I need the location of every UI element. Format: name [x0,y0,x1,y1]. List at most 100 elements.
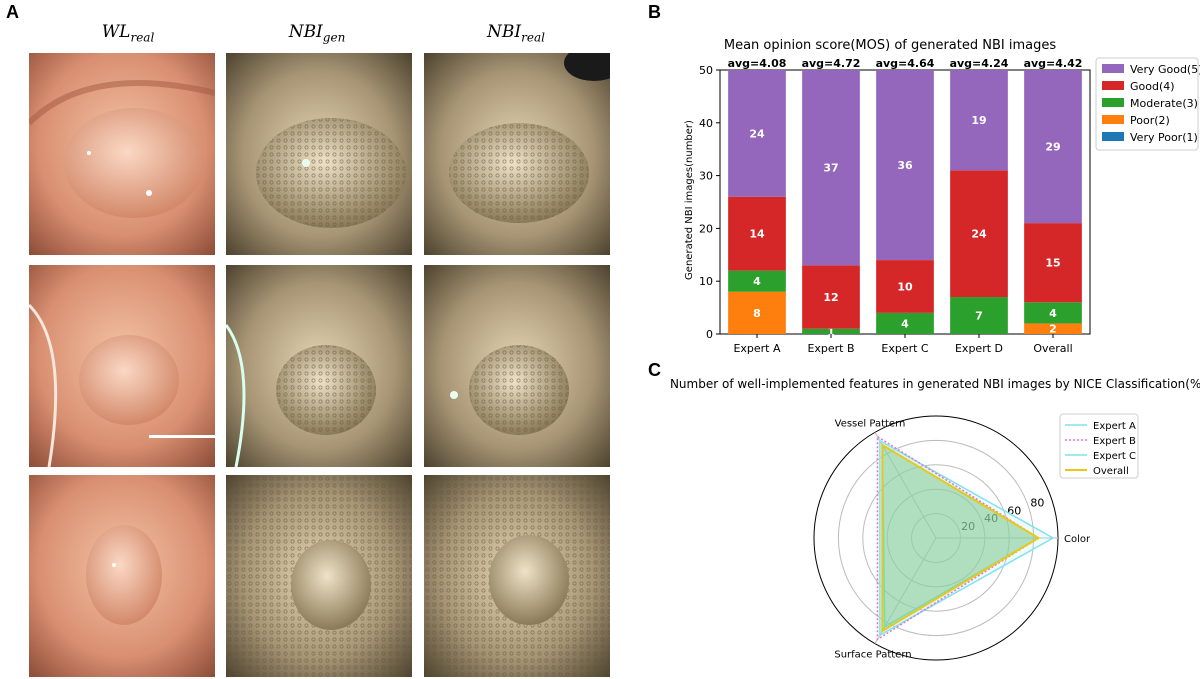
column-header-base: NBI [487,22,522,42]
bar-segment [802,328,860,334]
bar-segment [876,70,934,261]
bar-value-label: 4 [1049,307,1057,320]
mos-stacked-bar-chart: Mean opinion score(MOS) of generated NBI… [684,38,1200,355]
image-nbi-gen-1 [226,53,412,255]
x-tick-label: Expert D [955,342,1003,355]
bar-legend: Very Good(5) Good(4) Moderate(3) Poor(2) Ver… [1095,57,1200,151]
legend-label: Very Poor(1) [1130,131,1198,144]
bar-value-label: 15 [1045,257,1060,270]
bar-segment [1024,302,1082,324]
x-tick-label: Expert B [807,342,854,355]
bar-segment [1024,70,1082,224]
image-wl-real-3 [29,475,215,677]
radar-axis-label: Surface Pattern [834,650,911,661]
legend-label: Poor(2) [1130,114,1170,127]
radar-series-polygon [879,439,1055,637]
average-label: avg=4.24 [950,57,1009,70]
nice-radar-chart: Number of well-implemented features in g… [670,377,1200,661]
x-tick-label: Overall [1033,342,1072,355]
radar-tick-label: 80 [1030,496,1044,509]
bar-value-label: 4 [753,275,761,288]
bar-segment [950,170,1008,298]
bar-segment [876,312,934,334]
bar-segment [728,196,786,271]
bar-value-label: 36 [897,159,913,172]
image-nbi-gen-2 [226,265,412,467]
legend-label: Expert B [1093,436,1136,447]
panel-c-label: C [648,360,661,380]
legend-swatch [1102,132,1124,141]
radar-axis-label: Color [1064,534,1091,545]
bar-segment [802,265,860,329]
y-tick-label: 20 [699,222,713,235]
image-nbi-gen-3 [226,475,412,677]
legend-swatch [1102,64,1124,73]
bar-value-label: 10 [897,280,913,293]
bar-value-label: 2 [1049,323,1057,336]
legend-swatch [1102,115,1124,124]
legend-label: Very Good(5) [1130,63,1200,76]
bar-chart-title: Mean opinion score(MOS) of generated NBI… [724,38,1056,53]
radar-chart-title: Number of well-implemented features in g… [670,377,1200,391]
bar-segment [1024,223,1082,303]
bar-value-label: 24 [749,127,765,140]
bar-segment [728,270,786,292]
image-nbi-real-1 [424,53,610,255]
column-header-sub: gen [322,30,346,45]
y-tick-label: 10 [699,275,713,288]
bar-value-label: 14 [749,228,765,241]
column-header-base: WL [101,22,131,42]
panel-b-label: B [648,2,661,22]
image-nbi-real-3 [424,475,610,677]
bar-value-label: 19 [971,114,986,127]
average-label: avg=4.42 [1024,57,1083,70]
bar-segment [802,70,860,266]
average-label: avg=4.64 [876,57,935,70]
bar-value-label: 7 [975,310,983,323]
radar-tick-label: 20 [961,520,975,533]
y-tick-label: 30 [699,170,713,183]
y-tick-label: 40 [699,117,713,130]
bar-segment [1024,323,1082,334]
y-tick-label: 50 [699,64,713,77]
image-wl-real-2 [29,265,215,467]
bar-value-label: 12 [823,291,838,304]
image-wl-real-1 [29,53,215,255]
x-tick-label: Expert C [881,342,929,355]
radar-spoke [874,432,937,539]
column-header-wl-real: WLreal [33,22,223,44]
panel-a-label: A [6,2,19,22]
column-header-nbi-real: NBIreal [421,22,611,44]
column-header-sub: real [521,30,545,45]
radar-axis-label: Vessel Pattern [835,418,906,429]
radar-series-polygon [876,435,1040,641]
bar-value-label: 29 [1045,141,1060,154]
radar-series-polygon [881,443,1041,633]
bar-value-label: 8 [753,307,761,320]
y-axis-label: Generated NBI images(number) [684,120,695,280]
bar-value-label: 1 [827,325,835,338]
column-header-nbi-gen: NBIgen [222,22,412,44]
legend-label: Good(4) [1130,80,1175,93]
bar-segment [728,70,786,197]
legend-label: Expert C [1093,451,1136,462]
bar-value-label: 24 [971,228,987,241]
average-label: avg=4.72 [802,57,861,70]
legend-swatch [1102,81,1124,90]
y-tick-label: 0 [706,328,713,341]
legend-label: Overall [1093,466,1129,477]
average-label: avg=4.08 [728,57,787,70]
radar-tick-label: 40 [984,512,998,525]
bar-segment [876,260,934,313]
legend-frame [1059,413,1139,479]
bar-segment [950,70,1008,171]
bar-value-label: 4 [901,317,909,330]
legend-label: Expert A [1093,421,1136,432]
legend-label: Moderate(3) [1130,97,1198,110]
bar-value-label: 37 [823,162,838,175]
bar-segment [950,297,1008,334]
x-tick-label: Expert A [733,342,781,355]
bar-segment [728,291,786,334]
